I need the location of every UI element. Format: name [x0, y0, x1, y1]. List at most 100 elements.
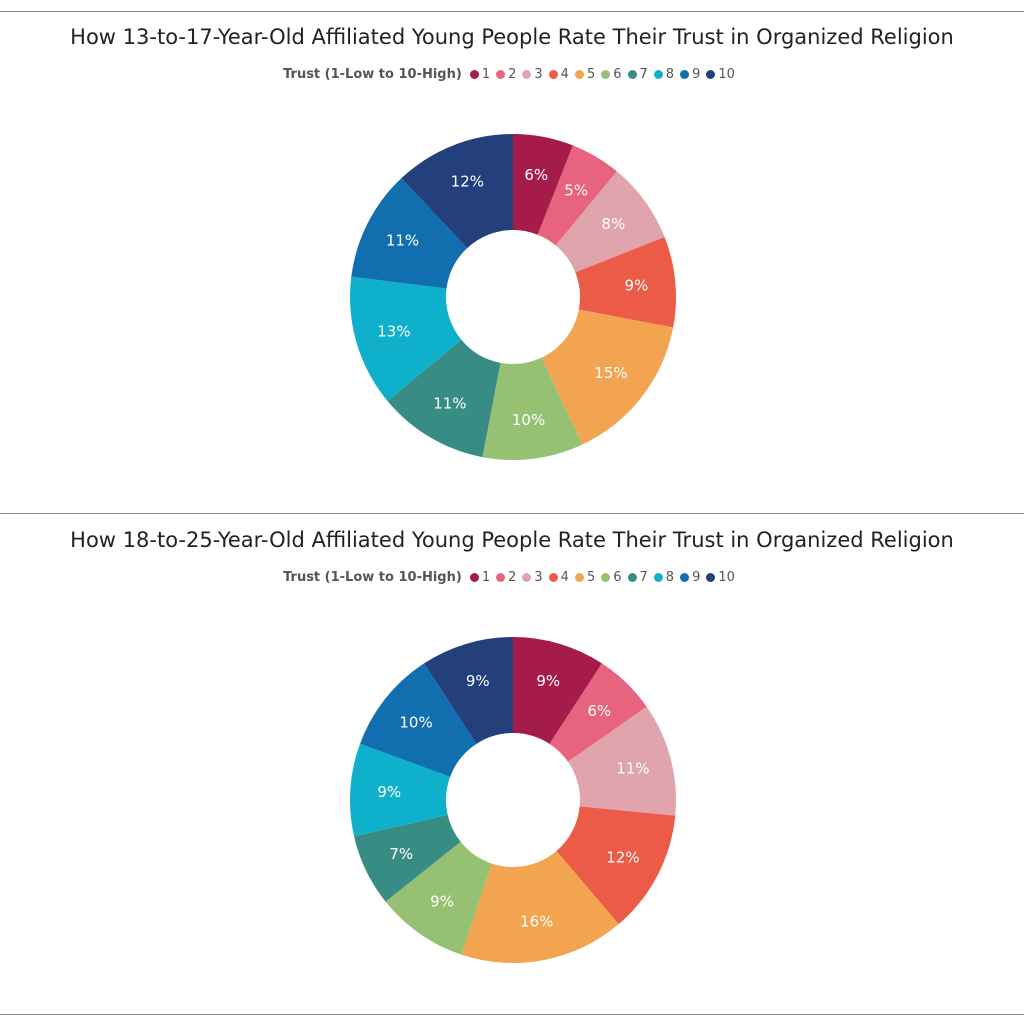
legend-item-9: 9 [680, 570, 700, 585]
legend-item-8: 8 [653, 570, 675, 585]
legend-swatch [496, 573, 506, 582]
legend-swatch [601, 573, 611, 582]
top-divider [0, 11, 1024, 12]
legend-item-2: 2 [496, 67, 516, 82]
legend-swatch [522, 70, 532, 79]
legend-label: 9 [692, 67, 701, 82]
donut-slice-2 [537, 145, 617, 246]
chart-panel-18-25: How 18-to-25-Year-Old Affiliated Young P… [0, 516, 1024, 1018]
data-label-3: 11% [616, 760, 649, 778]
donut-slice-6 [482, 357, 583, 460]
legend-swatch [706, 70, 716, 79]
legend-item-9: 9 [680, 67, 700, 82]
legend-swatch [601, 70, 611, 79]
donut-slice-8 [350, 276, 462, 401]
data-label-1: 9% [536, 672, 560, 690]
donut-slice-3 [555, 171, 665, 273]
legend-item-5: 5 [574, 570, 596, 585]
legend-item-3: 3 [522, 570, 543, 585]
data-label-9: 11% [386, 232, 419, 250]
legend-swatch [627, 573, 637, 582]
legend-swatch [469, 70, 479, 79]
data-label-4: 9% [625, 276, 649, 294]
legend-label: 6 [613, 570, 622, 585]
donut-slice-4 [575, 236, 676, 328]
legend-item-1: 1 [469, 570, 491, 585]
legend-label: 4 [560, 67, 569, 82]
data-label-7: 11% [433, 395, 466, 413]
chart-title: How 13-to-17-Year-Old Affiliated Young P… [70, 25, 954, 49]
legend-swatch [522, 573, 532, 582]
legend-swatch [496, 70, 506, 79]
legend-label: 7 [639, 67, 648, 82]
data-label-2: 6% [587, 702, 611, 720]
legend-label: 2 [508, 570, 517, 585]
legend-label: 10 [718, 570, 735, 585]
data-label-5: 16% [520, 913, 553, 931]
donut-slice-7 [387, 339, 501, 458]
data-label-9: 10% [399, 714, 432, 732]
donut-slice-9 [360, 663, 477, 777]
legend-items: 1 2 3 4 5 6 7 8 9 10 [469, 570, 741, 585]
legend-swatch [680, 573, 690, 582]
data-label-6: 10% [512, 411, 545, 429]
legend-swatch [653, 573, 663, 582]
data-label-3: 8% [601, 215, 625, 233]
donut-slice-10 [401, 134, 513, 249]
chart-legend: Trust (1-Low to 10-High) 1 2 3 4 5 6 7 8 9 10 [0, 67, 1024, 82]
legend-swatch [574, 573, 584, 582]
legend-label: 8 [665, 67, 675, 82]
donut-slice-4 [556, 806, 676, 925]
legend-items: 1 2 3 4 5 6 7 8 9 10 [469, 67, 741, 82]
legend-item-5: 5 [574, 67, 596, 82]
legend-label: 4 [560, 570, 569, 585]
donut-slice-1 [513, 134, 574, 235]
data-label-7: 7% [389, 845, 413, 863]
legend-label: 5 [586, 570, 596, 585]
legend-swatch [653, 70, 663, 79]
data-label-8: 9% [377, 783, 401, 801]
donut-chart: 9% 6% 11% 12% 16% 9% 7% 9% 10% 9% [350, 637, 676, 963]
donut-slice-5 [541, 309, 674, 445]
legend-item-3: 3 [522, 67, 543, 82]
legend-item-7: 7 [627, 67, 648, 82]
legend-item-8: 8 [653, 67, 675, 82]
legend-label: 5 [586, 67, 596, 82]
legend-title: Trust (1-Low to 10-High) [283, 570, 462, 585]
data-label-1: 6% [524, 166, 548, 184]
legend-item-6: 6 [601, 570, 622, 585]
donut-slice-6 [385, 841, 492, 955]
donut-slice-1 [513, 637, 602, 744]
legend-swatch [574, 70, 584, 79]
data-label-2: 5% [564, 181, 588, 199]
data-label-4: 12% [606, 848, 639, 866]
data-label-8: 13% [377, 323, 410, 341]
donut-slice-9 [351, 178, 468, 289]
legend-title: Trust (1-Low to 10-High) [283, 67, 462, 82]
legend-swatch [548, 70, 558, 79]
chart-panel-13-17: How 13-to-17-Year-Old Affiliated Young P… [0, 13, 1024, 515]
data-label-10: 12% [451, 173, 484, 191]
legend-label: 2 [508, 67, 517, 82]
legend-swatch [548, 573, 558, 582]
legend-item-4: 4 [548, 570, 569, 585]
legend-item-10: 10 [706, 570, 735, 585]
chart-legend: Trust (1-Low to 10-High) 1 2 3 4 5 6 7 8 9 10 [0, 570, 1024, 585]
data-label-6: 9% [430, 893, 454, 911]
legend-label: 3 [534, 570, 543, 585]
donut-slice-10 [424, 637, 513, 744]
donut-slice-8 [350, 743, 451, 837]
legend-label: 7 [639, 570, 648, 585]
legend-item-4: 4 [548, 67, 569, 82]
legend-label: 8 [665, 570, 675, 585]
data-label-5: 15% [594, 364, 627, 382]
legend-swatch [469, 573, 479, 582]
legend-item-10: 10 [706, 67, 735, 82]
donut-chart: 6% 5% 8% 9% 15% 10% 11% 13% 11% 12% [350, 134, 676, 460]
legend-label: 3 [534, 67, 543, 82]
legend-label: 1 [481, 570, 491, 585]
data-label-10: 9% [466, 672, 490, 690]
legend-item-2: 2 [496, 570, 516, 585]
chart-title: How 18-to-25-Year-Old Affiliated Young P… [70, 528, 954, 552]
donut-slice-5 [461, 851, 619, 963]
